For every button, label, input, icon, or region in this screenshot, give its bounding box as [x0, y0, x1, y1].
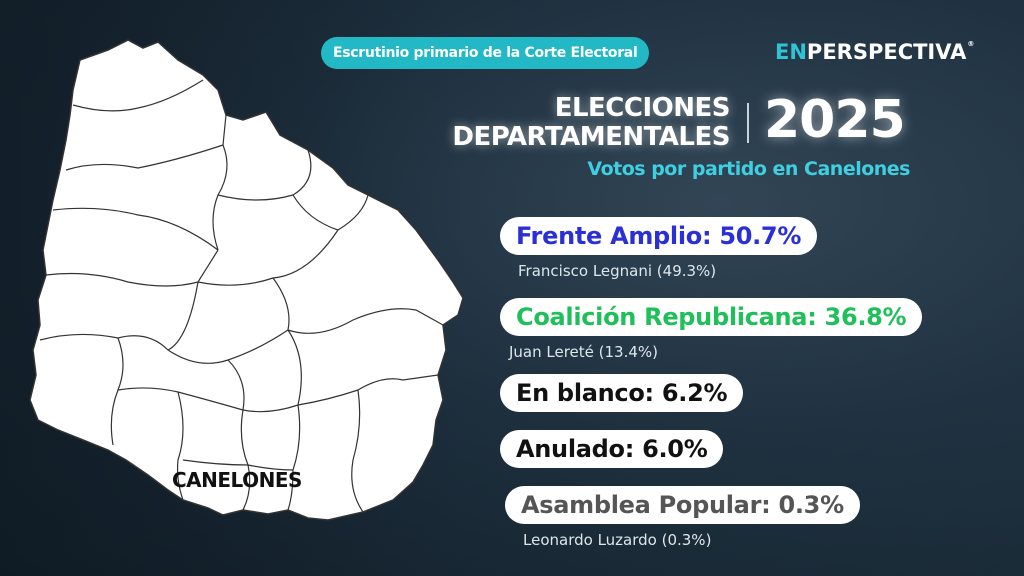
page-title: ELECCIONES DEPARTAMENTALES — [440, 94, 730, 152]
result-label: Coalición Republicana: 36.8% — [516, 303, 907, 331]
result-pill-asamblea-popular: Asamblea Popular: 0.3% — [505, 486, 860, 524]
candidate-label: Francisco Legnani (49.3%) — [518, 262, 717, 280]
title-divider — [747, 103, 749, 143]
result-pill-anulado: Anulado: 6.0% — [500, 430, 724, 468]
map-highlight-label: CANELONES — [172, 468, 302, 492]
result-pill-frente-amplio: Frente Amplio: 50.7% — [500, 217, 818, 255]
map-outline — [29, 39, 464, 521]
brand-prefix: EN — [775, 40, 807, 64]
result-label: Frente Amplio: 50.7% — [516, 222, 802, 250]
title-line-2: DEPARTAMENTALES — [452, 122, 730, 152]
result-pill-en-blanco: En blanco: 6.2% — [500, 374, 744, 412]
brand-mark: ® — [967, 40, 975, 48]
result-label: En blanco: 6.2% — [516, 379, 728, 407]
title-year: 2025 — [764, 90, 906, 150]
subtitle: Votos por partido en Canelones — [587, 158, 910, 180]
brand-suffix: PERSPECTIVA — [806, 40, 967, 64]
result-label: Anulado: 6.0% — [516, 435, 708, 463]
source-pill: Escrutinio primario de la Corte Electora… — [321, 37, 650, 69]
title-line-1: ELECCIONES — [554, 93, 731, 123]
result-pill-coalicion-republicana: Coalición Republicana: 36.8% — [500, 298, 923, 336]
candidate-label: Leonardo Luzardo (0.3%) — [523, 531, 712, 549]
brand-logo: ENPERSPECTIVA® — [775, 40, 974, 64]
uruguay-map — [29, 39, 464, 521]
department-borders — [39, 79, 444, 513]
candidate-label: Juan Lereté (13.4%) — [509, 343, 659, 361]
result-label: Asamblea Popular: 0.3% — [521, 491, 844, 519]
